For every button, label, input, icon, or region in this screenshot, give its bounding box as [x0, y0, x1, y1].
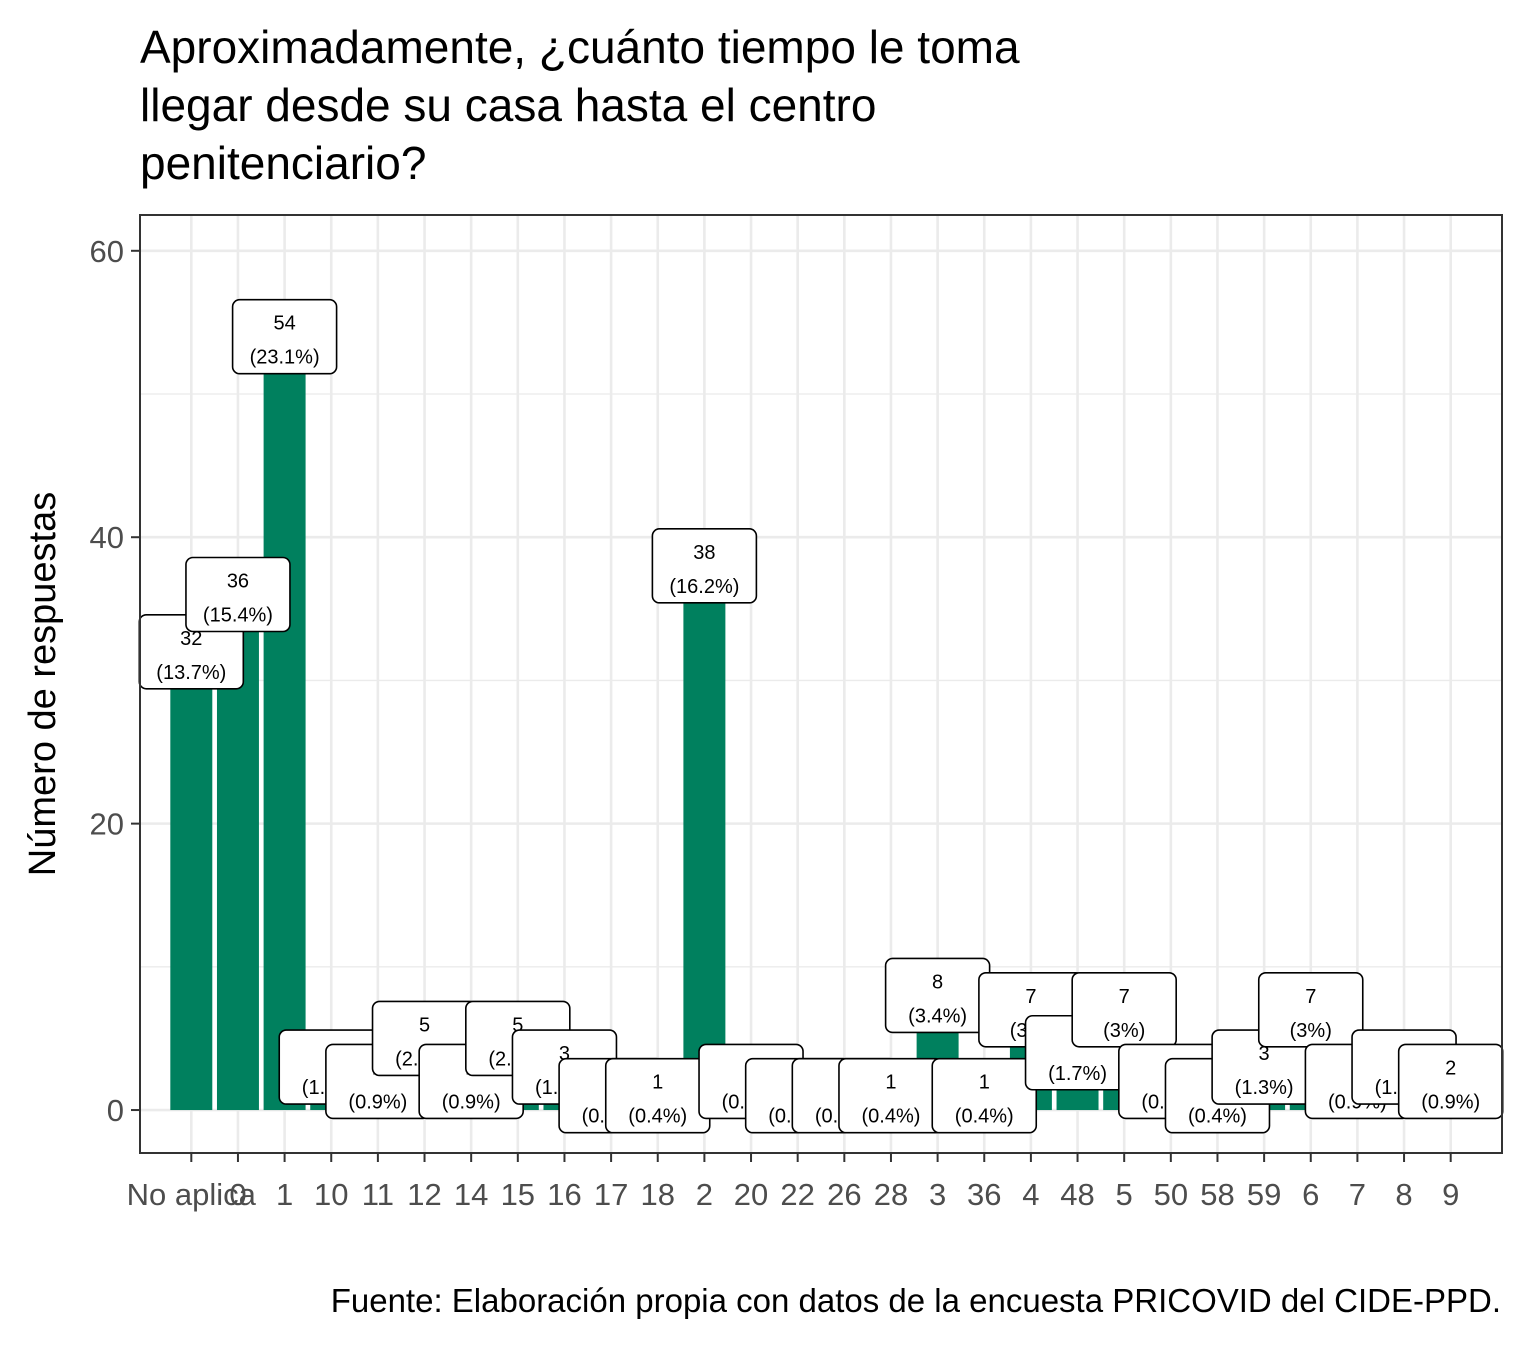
data-label-count: 3: [559, 1043, 570, 1065]
grid-minor: [140, 393, 1502, 968]
x-tick-label: 1: [276, 1177, 293, 1212]
x-tick-label: 10: [314, 1177, 348, 1212]
data-label-count: 1: [979, 1072, 990, 1094]
data-label-box: [231, 298, 338, 375]
data-labels: 32(13.7%)36(15.4%)54(23.1%)3(1.3%)2(0.9%…: [138, 298, 1504, 1134]
data-label: 1 (0.4%): [931, 1057, 1038, 1134]
x-tick-label: 48: [1060, 1177, 1094, 1212]
data-label-percent: (3%): [1290, 1020, 1332, 1042]
data-label-count: 54: [273, 313, 295, 335]
plot-panel-border: [139, 214, 1503, 1154]
data-label-percent: (15.4%): [203, 604, 273, 626]
bar-1: [263, 336, 306, 1111]
data-label-count: 3: [1259, 1043, 1270, 1065]
y-tick-label: 60: [90, 234, 124, 269]
y-axis: 0 20 40 60: [90, 234, 140, 1128]
x-tick-label: 5: [1116, 1177, 1133, 1212]
x-tick-label: 22: [780, 1177, 814, 1212]
data-label: 2 (0.9%): [1397, 1043, 1504, 1120]
x-tick-label: 7: [1349, 1177, 1366, 1212]
x-tick-label: 28: [874, 1177, 908, 1212]
data-label-count: 7: [1025, 986, 1036, 1008]
y-tick-label: 0: [107, 1093, 124, 1128]
x-tick-label: 36: [967, 1177, 1001, 1212]
x-tick-label: 50: [1154, 1177, 1188, 1212]
chart-title: Aproximadamente, ¿cuánto tiempo le toma …: [140, 21, 1020, 189]
data-label-percent: (0.4%): [955, 1106, 1014, 1128]
data-label-percent: (23.1%): [250, 347, 320, 369]
data-label-percent: (0.4%): [628, 1106, 687, 1128]
data-label-count: 7: [1305, 986, 1316, 1008]
x-tick-label: 26: [827, 1177, 861, 1212]
data-label-count: 32: [180, 628, 202, 650]
y-tick-label: 40: [90, 520, 124, 555]
x-tick-label: 11: [362, 1177, 394, 1212]
data-label: 8 (3.4%): [884, 957, 991, 1034]
data-label: 3 (1.3%): [1211, 1029, 1317, 1105]
x-tick-label: 4: [1022, 1177, 1039, 1212]
data-label: 32 (13.7%): [138, 613, 245, 690]
bar-2: [683, 565, 726, 1111]
data-label: 7 (3%): [1071, 971, 1177, 1048]
x-tick-label: 12: [407, 1177, 441, 1212]
data-label-count: 7: [1119, 986, 1130, 1008]
data-label: 38 (16.2%): [651, 528, 758, 604]
data-label-count: 2: [1445, 1057, 1456, 1079]
data-label: 36 (15.4%): [185, 556, 291, 633]
data-label-count: 38: [693, 542, 715, 564]
x-tick-label: 17: [594, 1177, 628, 1212]
data-label-box: [931, 1057, 1038, 1134]
data-label-percent: (16.2%): [669, 576, 739, 598]
data-label-percent: (0.9%): [442, 1091, 501, 1113]
chart-caption: Fuente: Elaboración propia con datos de …: [330, 1282, 1501, 1319]
x-tick-label: 14: [454, 1177, 488, 1212]
data-label-percent: (0.9%): [348, 1091, 407, 1113]
data-label-count: 5: [419, 1014, 430, 1036]
x-tick-label: 20: [734, 1177, 768, 1212]
data-label-count: 8: [932, 971, 943, 993]
data-label: 1 (0.4%): [838, 1057, 944, 1134]
x-tick-label: 18: [641, 1177, 675, 1212]
x-tick-label: 16: [547, 1177, 581, 1212]
data-label-percent: (3%): [1103, 1020, 1145, 1042]
data-label: 7 (3%): [1257, 971, 1364, 1048]
data-label-count: 36: [227, 570, 249, 592]
x-tick-label: 9: [1442, 1177, 1459, 1212]
x-tick-label: 6: [1302, 1177, 1319, 1212]
data-label-count: 1: [885, 1072, 896, 1094]
data-label-percent: (1.7%): [1048, 1063, 1107, 1085]
x-tick-label: 59: [1247, 1177, 1281, 1212]
data-label-box: [651, 528, 758, 604]
data-label: 2(0.9%): [418, 1043, 524, 1120]
data-label-count: 1: [652, 1072, 663, 1094]
data-label-percent: (1.3%): [1235, 1077, 1294, 1099]
data-label-percent: (0.4%): [1188, 1106, 1247, 1128]
data-label-count: 5: [512, 1014, 523, 1036]
x-tick-label: 8: [1395, 1177, 1412, 1212]
data-label-percent: (0.9%): [1421, 1091, 1480, 1113]
y-axis-title: Número de respuestas: [22, 492, 64, 876]
data-label-percent: (3.4%): [908, 1005, 967, 1027]
x-tick-label: 3: [929, 1177, 946, 1212]
data-label-percent: (0.4%): [862, 1106, 921, 1128]
x-tick-label: 15: [501, 1177, 535, 1212]
x-tick-label: 0: [229, 1177, 246, 1212]
data-label: 1 (0.4%): [604, 1057, 711, 1134]
x-tick-label: No aplica: [127, 1177, 257, 1212]
x-tick-label: 2: [696, 1177, 713, 1212]
data-label-percent: (13.7%): [156, 662, 226, 684]
bar-no-aplica: [170, 651, 213, 1111]
y-tick-label: 20: [90, 807, 124, 842]
data-label: 54 (23.1%): [231, 298, 338, 375]
data-label-box: [185, 556, 291, 633]
x-tick-label: 58: [1200, 1177, 1234, 1212]
